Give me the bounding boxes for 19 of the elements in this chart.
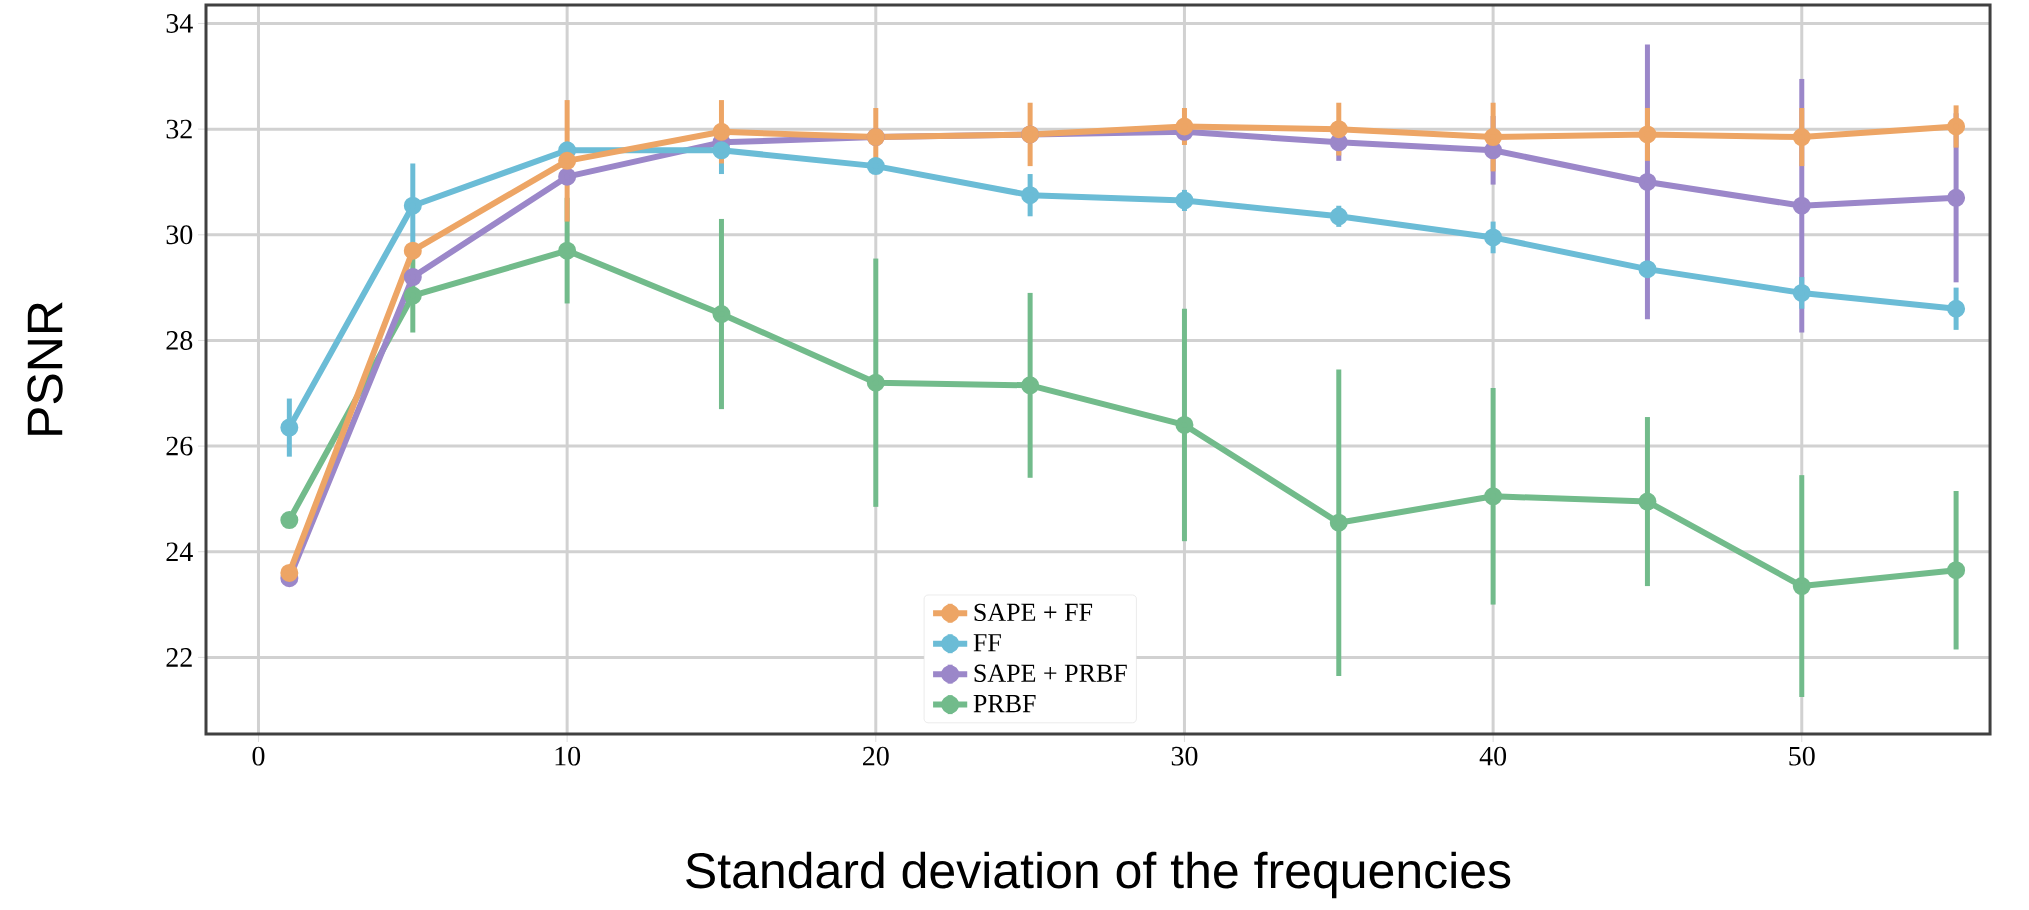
y-tick-label: 28 (166, 331, 193, 350)
y-axis-title: PSNR (27, 302, 63, 435)
x-tick-label: 30 (1171, 746, 1198, 766)
x-axis-title: Standard deviation of the frequencies (686, 851, 1511, 899)
legend-label: SAPE + PRBF (974, 664, 1127, 683)
x-tick-label: 40 (1479, 746, 1507, 766)
x-tick-label: 50 (1789, 746, 1815, 766)
y-tick-label: 26 (166, 436, 193, 456)
x-tick-label: 20 (863, 746, 889, 766)
y-tick-label: 30 (166, 225, 193, 245)
y-tick-label: 22 (166, 648, 192, 667)
x-tick-label: 0 (252, 746, 265, 766)
legend-label: PRBF (973, 695, 1036, 713)
y-tick-label: 34 (166, 14, 193, 33)
legend-label: SAPE + FF (974, 603, 1093, 622)
x-tick-label: 10 (555, 746, 581, 766)
y-tick-label: 32 (166, 119, 192, 139)
legend-label: FF (973, 634, 1001, 652)
y-tick-label: 24 (166, 542, 193, 562)
